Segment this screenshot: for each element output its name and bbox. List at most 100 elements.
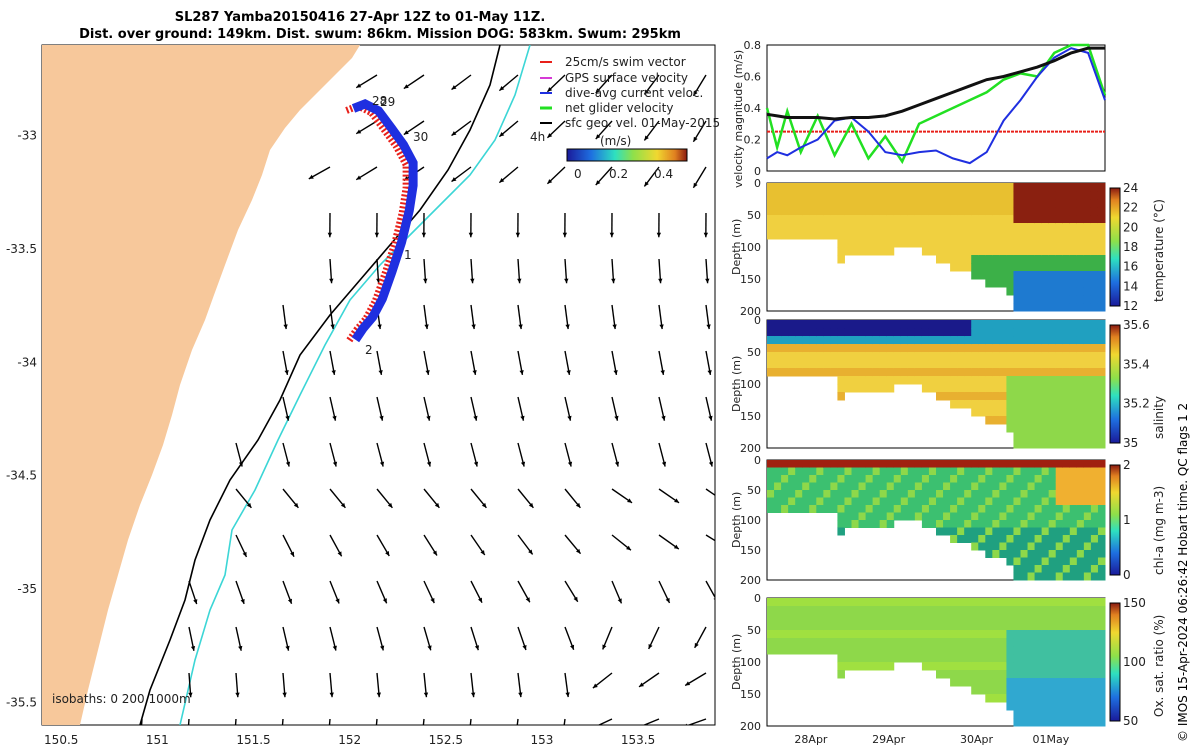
- heatmap-ytick-3-4: 200: [740, 720, 761, 733]
- heatmap-cell: [921, 247, 930, 256]
- heatmap-cell: [1034, 344, 1043, 353]
- heatmap-cell: [978, 598, 986, 607]
- heatmap-cell: [936, 231, 944, 240]
- heatmap-cell: [1076, 368, 1085, 377]
- colorbar-tick-1-3: 35.6: [1123, 318, 1150, 332]
- velocity-arrow-107: [235, 580, 245, 605]
- heatmap-cell: [1020, 231, 1029, 240]
- heatmap-cell: [1027, 565, 1036, 573]
- heatmap-cell: [907, 630, 916, 639]
- heatmap-cell: [830, 614, 838, 623]
- heatmap-cell: [1041, 670, 1050, 679]
- heatmap-cell: [872, 606, 881, 615]
- heatmap-cell: [943, 622, 951, 631]
- heatmap-cell: [928, 231, 937, 240]
- heatmap-cell: [936, 215, 944, 224]
- heatmap-cell: [1027, 572, 1036, 581]
- heatmap-cell: [999, 694, 1007, 703]
- heatmap-cell: [781, 606, 789, 615]
- heatmap-cell: [1062, 565, 1071, 573]
- heatmap-cell: [950, 207, 958, 216]
- heatmap-cell: [774, 646, 782, 655]
- heatmap-cell: [788, 336, 796, 345]
- heatmap-cell: [1090, 614, 1099, 623]
- heatmap-cell: [978, 191, 986, 200]
- heatmap-cell: [964, 263, 972, 272]
- heatmap-cell: [914, 475, 923, 483]
- heatmap-cell: [781, 344, 789, 353]
- heatmap-cell: [858, 520, 867, 528]
- heatmap-cell: [999, 460, 1007, 468]
- heatmap-cell: [1027, 467, 1036, 476]
- heatmap-cell: [802, 630, 810, 639]
- heatmap-cell: [1083, 614, 1092, 623]
- velocity-arrow-149: [469, 718, 472, 725]
- heatmap-cell: [1027, 520, 1036, 528]
- heatmap-cell: [1013, 400, 1021, 409]
- heatmap-cell: [1048, 376, 1057, 385]
- heatmap-cell: [957, 384, 965, 393]
- heatmap-cell: [1097, 336, 1106, 345]
- heatmap-cell: [774, 614, 782, 623]
- heatmap-cell: [971, 328, 979, 337]
- heatmap-cell: [1076, 207, 1085, 216]
- heatmap-cell: [781, 352, 789, 361]
- heatmap-cell: [1027, 223, 1036, 232]
- heatmap-cell: [795, 344, 803, 353]
- velocity-arrow-151: [563, 718, 566, 725]
- heatmap-cell: [1083, 295, 1092, 304]
- heatmap-cell: [1041, 662, 1050, 671]
- heatmap-cell: [781, 505, 789, 513]
- map-ytick-0: -33: [17, 129, 37, 143]
- heatmap-cell: [788, 191, 796, 200]
- heatmap-cell: [985, 320, 993, 329]
- heatmap-cell: [985, 662, 993, 671]
- heatmap-cell: [1048, 718, 1057, 727]
- heatmap-cell: [1006, 460, 1014, 468]
- velocity-arrow-13: [595, 120, 613, 140]
- heatmap-cell: [781, 646, 789, 655]
- heatmap-cell: [1062, 432, 1071, 441]
- velocity-arrow-72: [705, 396, 713, 421]
- heatmap-cell: [1048, 614, 1057, 623]
- heatmap-cell: [809, 630, 817, 639]
- velocity-arrow-138: [564, 672, 570, 698]
- heatmap-cell: [1097, 392, 1106, 401]
- heatmap-cell: [1083, 718, 1092, 727]
- heatmap-cell: [809, 497, 817, 506]
- dive-current-track: [351, 99, 418, 343]
- heatmap-cell: [1027, 490, 1036, 498]
- heatmap-cell: [844, 460, 852, 468]
- heatmap-cell: [781, 191, 789, 200]
- heatmap-cell: [1097, 662, 1106, 671]
- colorbar-label-1: salinity: [1152, 396, 1166, 439]
- heatmap-cell: [830, 467, 838, 476]
- heatmap-cell: [1076, 482, 1085, 491]
- heatmap-cell: [1034, 654, 1043, 663]
- heatmap-cell: [1041, 630, 1050, 639]
- heatmap-cell: [1027, 646, 1036, 655]
- heatmap-cell: [964, 360, 972, 369]
- heatmap-cell: [992, 271, 1000, 280]
- velocity-arrow-154: [685, 718, 707, 725]
- heatmap-cell: [985, 550, 993, 558]
- swim-vector-track: [345, 102, 410, 344]
- heatmap-cell: [795, 360, 803, 369]
- heatmap-cell: [781, 482, 789, 491]
- heatmap-cell: [985, 527, 993, 536]
- heatmap-cell: [795, 460, 803, 468]
- heatmap-ytick-2-2: 100: [740, 514, 761, 527]
- heatmap-cell: [971, 392, 979, 401]
- heatmap-cell: [858, 191, 867, 200]
- heatmap-cell: [1062, 467, 1071, 476]
- heatmap-cell: [830, 460, 838, 468]
- heatmap-cell: [872, 376, 881, 385]
- heatmap-cell: [1041, 598, 1050, 607]
- heatmap-cell: [943, 482, 951, 491]
- heatmap-cell: [802, 191, 810, 200]
- heatmap-cell: [872, 482, 881, 491]
- heatmap-cell: [992, 542, 1000, 551]
- heatmap-cell: [1013, 440, 1021, 449]
- heatmap-cell: [1069, 328, 1078, 337]
- heatmap-cell: [1097, 678, 1106, 687]
